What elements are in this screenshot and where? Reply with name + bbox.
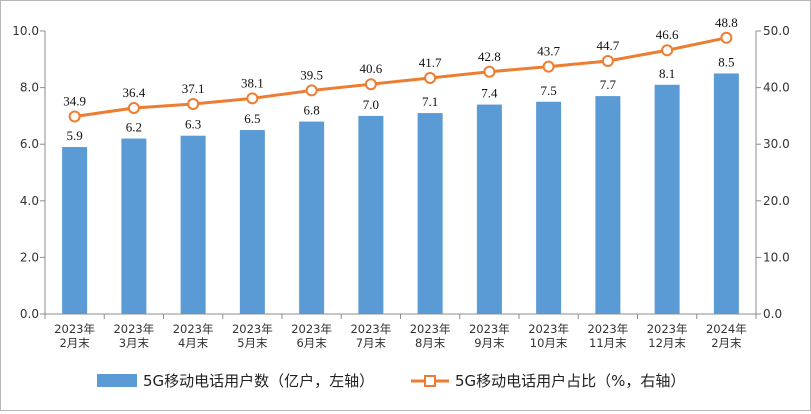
bar-data-label: 5.9 bbox=[67, 128, 83, 143]
bar bbox=[476, 104, 502, 314]
legend-swatch-marker bbox=[424, 375, 436, 387]
labels-layer: 5.9 6.2 6.3 6.5 6.8 7.0 7.1 7.4 7.5 7.7 8.1 8.5 34.9… bbox=[63, 15, 738, 143]
x-tick-label: 2024年 2月末 bbox=[706, 322, 747, 350]
line-point bbox=[424, 71, 437, 84]
y-right-tick-label: 50.0 bbox=[763, 24, 790, 38]
line-data-label: 36.4 bbox=[123, 85, 146, 100]
line-data-label: 43.7 bbox=[537, 44, 560, 59]
x-tick-label: 2023年 12月末 bbox=[647, 322, 688, 350]
line-data-label: 46.6 bbox=[656, 27, 679, 42]
x-tick-label: 2023年 11月末 bbox=[587, 322, 628, 350]
line-layer bbox=[68, 31, 733, 123]
bar bbox=[536, 101, 562, 314]
bar-data-label: 6.3 bbox=[185, 117, 201, 132]
line-data-label: 39.5 bbox=[300, 67, 323, 82]
line-point bbox=[127, 101, 140, 114]
bar-data-label: 6.2 bbox=[126, 120, 142, 135]
line-data-label: 40.6 bbox=[360, 61, 383, 76]
bar bbox=[239, 130, 265, 314]
line-point bbox=[364, 78, 377, 91]
y-right-tick-label: 30.0 bbox=[763, 137, 790, 151]
line-point bbox=[68, 110, 81, 123]
line-data-label: 44.7 bbox=[597, 38, 620, 53]
x-tick-label: 2023年 7月末 bbox=[350, 322, 391, 350]
x-tick-label: 2023年 6月末 bbox=[291, 322, 332, 350]
bar-data-label: 7.0 bbox=[363, 97, 379, 112]
y-left-tick-label: 4.0 bbox=[20, 194, 39, 208]
bar bbox=[62, 147, 88, 314]
line-data-label: 42.8 bbox=[478, 49, 501, 64]
x-tick-label: 2023年 10月末 bbox=[528, 322, 569, 350]
legend-label-line: 5G移动电话用户占比（%，右轴） bbox=[455, 372, 685, 390]
x-tick-label: 2023年 8月末 bbox=[410, 322, 451, 350]
legend-label-bar: 5G移动电话用户数（亿户，左轴） bbox=[143, 372, 374, 390]
y-right-tick-label: 20.0 bbox=[763, 194, 790, 208]
bar-data-label: 8.5 bbox=[718, 54, 734, 69]
bar-data-label: 7.5 bbox=[541, 83, 557, 98]
bar-data-label: 8.1 bbox=[659, 66, 675, 81]
bar bbox=[299, 121, 325, 314]
bars-layer bbox=[62, 73, 739, 315]
x-tick-label: 2023年 9月末 bbox=[469, 322, 510, 350]
y-left-tick-label: 6.0 bbox=[20, 137, 39, 151]
x-tick-label: 2023年 3月末 bbox=[113, 322, 154, 350]
line-point bbox=[483, 65, 496, 78]
y-right-tick-label: 40.0 bbox=[763, 81, 790, 95]
series-line bbox=[74, 36, 727, 118]
bar bbox=[654, 84, 680, 315]
line-point bbox=[305, 84, 318, 97]
line-point bbox=[246, 92, 259, 105]
x-tick-label: 2023年 4月末 bbox=[173, 322, 214, 350]
y-right-tick-label: 10.0 bbox=[763, 250, 790, 264]
bar bbox=[595, 96, 621, 314]
bar bbox=[180, 135, 206, 314]
line-point bbox=[720, 31, 733, 44]
x-tick-label: 2023年 5月末 bbox=[232, 322, 273, 350]
line-data-label: 34.9 bbox=[63, 93, 86, 108]
bar-data-label: 6.8 bbox=[304, 103, 320, 118]
legend-swatch-bar bbox=[97, 374, 137, 387]
line-point bbox=[661, 44, 674, 57]
line-point bbox=[542, 60, 555, 73]
line-point bbox=[187, 98, 200, 111]
x-tick-label: 2023年 2月末 bbox=[54, 322, 95, 350]
bar bbox=[713, 73, 739, 314]
y-left-tick-label: 10.0 bbox=[12, 24, 39, 38]
line-data-label: 48.8 bbox=[715, 15, 738, 30]
bar-data-label: 7.1 bbox=[422, 94, 438, 109]
bar-data-label: 7.4 bbox=[481, 86, 498, 101]
y-left-tick-label: 8.0 bbox=[20, 81, 39, 95]
bar-data-label: 7.7 bbox=[600, 77, 617, 92]
axes-layer: 0.0 2.0 4.0 6.0 8.0 10.0 0.0 10.0 20.0 30.0 40.0 50… bbox=[12, 24, 789, 350]
bar-data-label: 6.5 bbox=[244, 111, 260, 126]
line-data-label: 37.1 bbox=[182, 81, 205, 96]
y-right-tick-label: 0.0 bbox=[763, 307, 782, 321]
bar bbox=[121, 138, 147, 314]
y-left-tick-label: 2.0 bbox=[20, 250, 39, 264]
line-data-label: 38.1 bbox=[241, 75, 264, 90]
bar bbox=[417, 113, 443, 314]
legend: 5G移动电话用户数（亿户，左轴） 5G移动电话用户占比（%，右轴） bbox=[97, 372, 685, 390]
bar bbox=[358, 115, 384, 315]
line-point bbox=[601, 54, 614, 67]
y-left-tick-label: 0.0 bbox=[20, 307, 39, 321]
line-data-label: 41.7 bbox=[419, 55, 442, 70]
